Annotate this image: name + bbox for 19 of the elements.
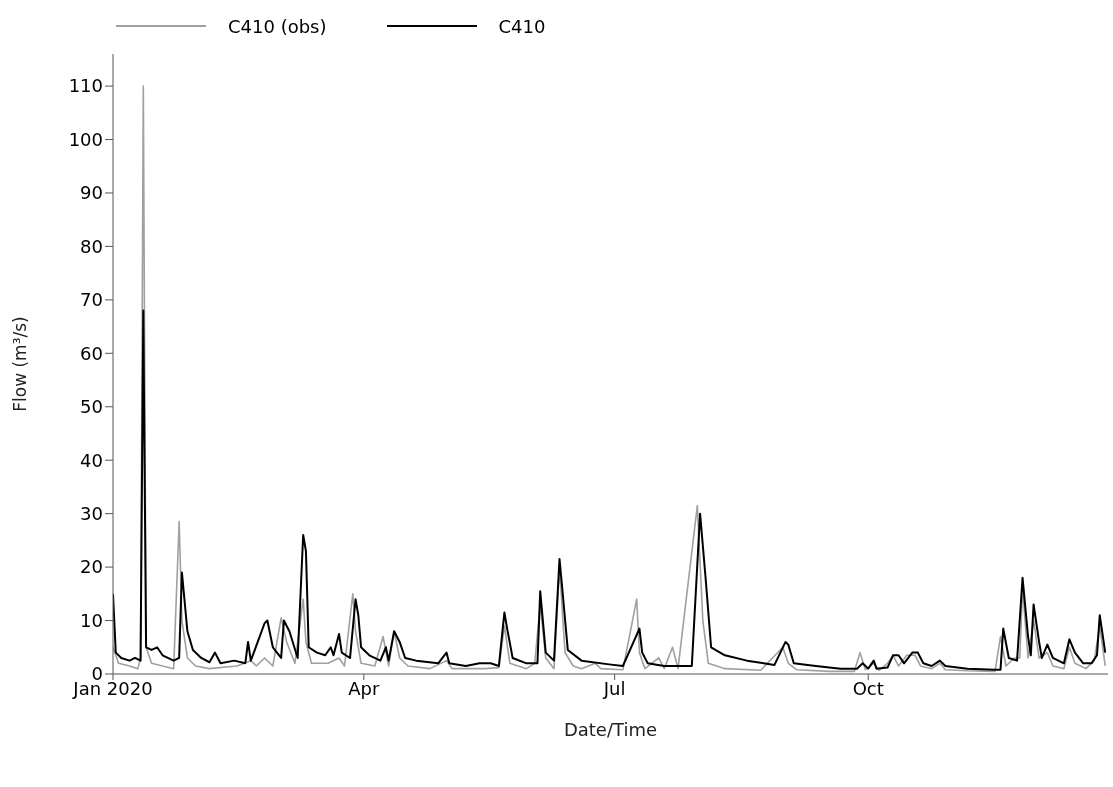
y-tick-label: 60 bbox=[80, 342, 103, 364]
x-tick-label: Oct bbox=[852, 677, 884, 699]
y-tick-label: 50 bbox=[80, 396, 103, 418]
legend-label: C410 bbox=[498, 15, 546, 37]
y-axis-title: Flow (m³/s) bbox=[10, 316, 31, 412]
y-tick-label: 10 bbox=[80, 609, 103, 631]
y-tick-label: 30 bbox=[80, 503, 103, 525]
x-axis-title: Date/Time bbox=[563, 719, 658, 740]
x-tick-label: Jul bbox=[602, 677, 626, 699]
y-tick-label: 100 bbox=[68, 128, 103, 150]
legend-label: C410 (obs) bbox=[228, 15, 327, 37]
y-tick-label: 20 bbox=[80, 556, 103, 578]
line-series bbox=[113, 309, 1107, 671]
y-tick-label: 80 bbox=[80, 235, 103, 257]
y-tick-label: 110 bbox=[68, 75, 103, 97]
y-tick-label: 90 bbox=[80, 182, 103, 204]
y-tick-label: 70 bbox=[80, 289, 103, 311]
y-tick-label: 40 bbox=[80, 449, 103, 471]
x-tick-label: Apr bbox=[348, 677, 380, 699]
